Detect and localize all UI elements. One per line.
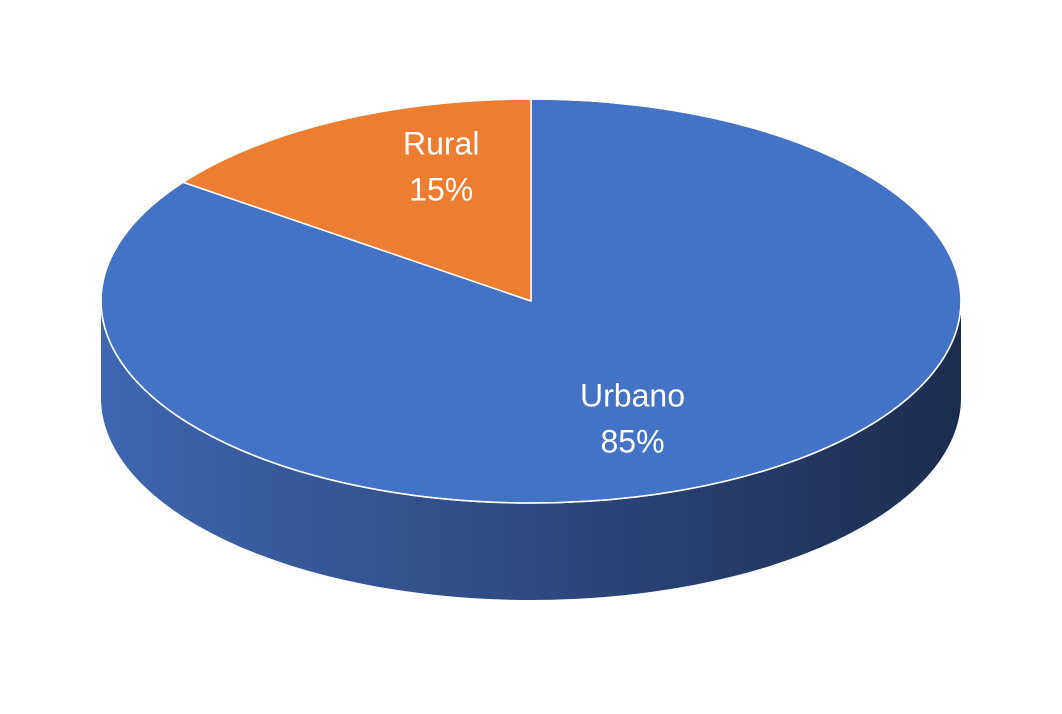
pie-side-layer (101, 301, 961, 600)
pie-side-wall (101, 301, 961, 600)
slice-value-rural: 15% (409, 172, 473, 208)
slice-value-urbano: 85% (600, 424, 664, 460)
slice-label-rural: Rural (403, 126, 479, 162)
pie-top-layer (100, 98, 962, 504)
pie-top-rim (100, 98, 962, 504)
slice-label-urbano: Urbano (580, 378, 685, 414)
pie-label-layer: Urbano 85% Rural 15% (403, 126, 685, 460)
